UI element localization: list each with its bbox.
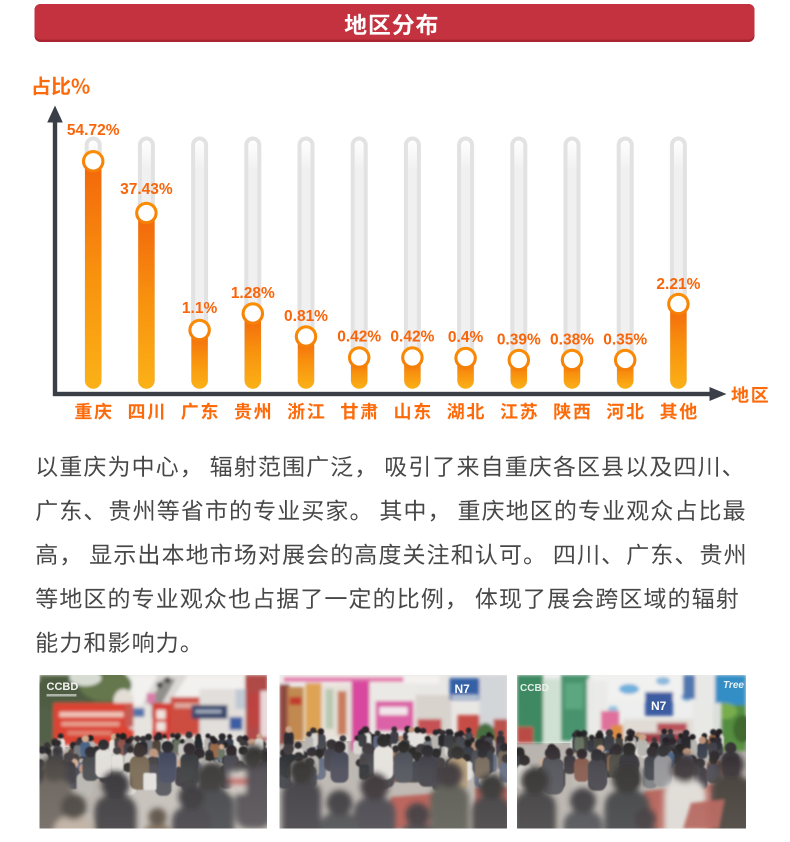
- svg-text:2.21%: 2.21%: [656, 276, 700, 293]
- svg-text:54.72%: 54.72%: [67, 122, 120, 139]
- svg-text:0.39%: 0.39%: [497, 332, 541, 349]
- svg-text:0.38%: 0.38%: [550, 332, 594, 349]
- svg-text:1.28%: 1.28%: [231, 285, 275, 302]
- svg-text:1.1%: 1.1%: [182, 300, 218, 317]
- svg-text:0.4%: 0.4%: [448, 329, 484, 346]
- svg-text:37.43%: 37.43%: [120, 181, 173, 198]
- svg-text:0.35%: 0.35%: [603, 332, 647, 349]
- svg-text:0.81%: 0.81%: [284, 308, 328, 325]
- svg-text:0.42%: 0.42%: [337, 329, 381, 346]
- svg-text:0.42%: 0.42%: [390, 329, 434, 346]
